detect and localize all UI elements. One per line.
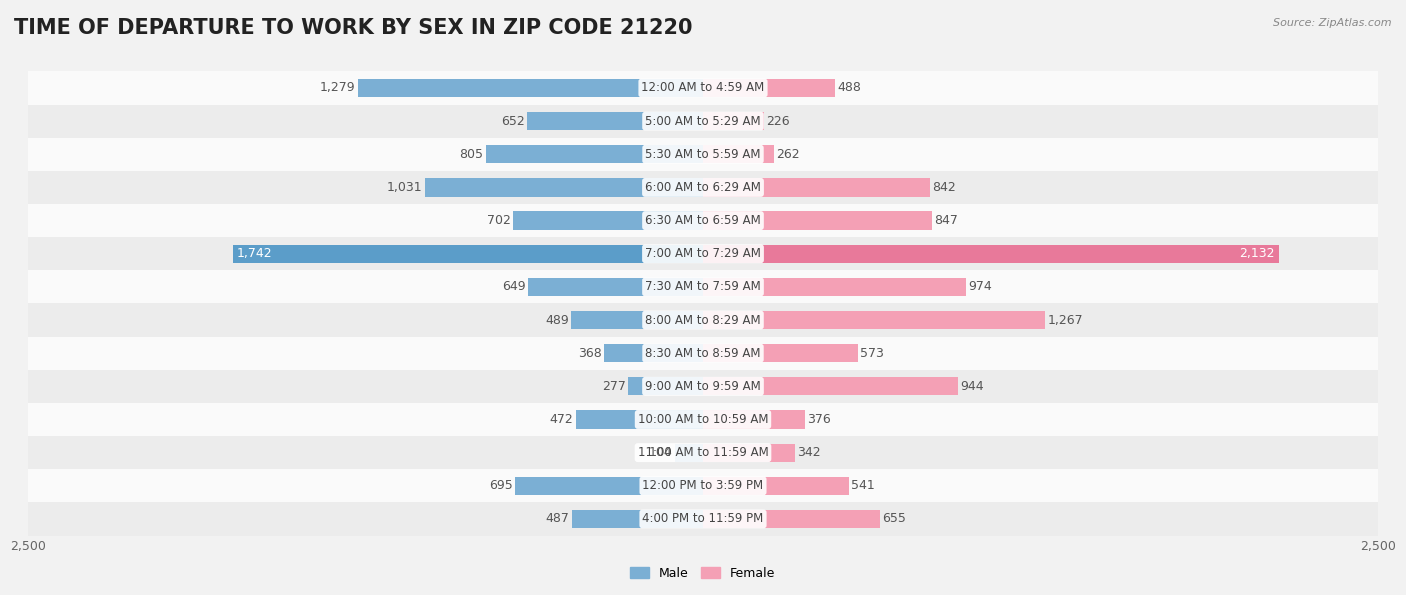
Text: 488: 488 [837,82,860,95]
Text: 649: 649 [502,280,526,293]
Text: 695: 695 [489,480,513,492]
Bar [513,211,703,230]
Text: 541: 541 [851,480,875,492]
Bar [28,303,1378,337]
Bar [571,510,703,528]
Bar [703,344,858,362]
Text: 1,031: 1,031 [387,181,423,194]
Bar [703,510,880,528]
Bar [28,436,1378,469]
Bar [516,477,703,495]
Text: 5:30 AM to 5:59 AM: 5:30 AM to 5:59 AM [645,148,761,161]
Text: 11:00 AM to 11:59 AM: 11:00 AM to 11:59 AM [638,446,768,459]
Bar [703,112,763,130]
Text: 974: 974 [969,280,991,293]
Bar [675,443,703,462]
Text: 368: 368 [578,347,602,359]
Bar [28,369,1378,403]
Text: 7:00 AM to 7:29 AM: 7:00 AM to 7:29 AM [645,248,761,260]
Text: 805: 805 [460,148,484,161]
Bar [603,344,703,362]
Bar [425,178,703,196]
Text: 472: 472 [550,413,574,426]
Bar [28,502,1378,536]
Bar [575,411,703,428]
Bar [703,278,966,296]
Bar [703,178,931,196]
Bar [28,469,1378,502]
Text: 4:00 PM to 11:59 PM: 4:00 PM to 11:59 PM [643,512,763,525]
Bar [485,145,703,164]
Bar [703,211,932,230]
Text: 6:30 AM to 6:59 AM: 6:30 AM to 6:59 AM [645,214,761,227]
Text: 376: 376 [807,413,831,426]
Bar [28,237,1378,270]
Text: 842: 842 [932,181,956,194]
Bar [28,270,1378,303]
Bar [703,443,796,462]
Text: 702: 702 [488,214,512,227]
Text: 8:30 AM to 8:59 AM: 8:30 AM to 8:59 AM [645,347,761,359]
Text: 2,132: 2,132 [1239,248,1274,260]
Text: 573: 573 [860,347,884,359]
Legend: Male, Female: Male, Female [626,562,780,585]
Text: 10:00 AM to 10:59 AM: 10:00 AM to 10:59 AM [638,413,768,426]
Text: 5:00 AM to 5:29 AM: 5:00 AM to 5:29 AM [645,115,761,127]
Text: 655: 655 [882,512,905,525]
Bar [703,311,1045,329]
Bar [233,245,703,263]
Bar [703,245,1278,263]
Bar [703,411,804,428]
Text: 487: 487 [546,512,569,525]
Bar [28,137,1378,171]
Bar [703,79,835,97]
Bar [28,403,1378,436]
Bar [703,145,773,164]
Text: 1,267: 1,267 [1047,314,1083,327]
Text: 262: 262 [776,148,800,161]
Bar [703,477,849,495]
Bar [703,377,957,396]
Text: 104: 104 [650,446,672,459]
Bar [357,79,703,97]
Text: 8:00 AM to 8:29 AM: 8:00 AM to 8:29 AM [645,314,761,327]
Bar [571,311,703,329]
Bar [527,112,703,130]
Bar [527,278,703,296]
Bar [28,105,1378,137]
Text: 1,279: 1,279 [321,82,356,95]
Text: TIME OF DEPARTURE TO WORK BY SEX IN ZIP CODE 21220: TIME OF DEPARTURE TO WORK BY SEX IN ZIP … [14,18,693,38]
Text: 944: 944 [960,380,984,393]
Text: 12:00 AM to 4:59 AM: 12:00 AM to 4:59 AM [641,82,765,95]
Bar [28,337,1378,369]
Text: 9:00 AM to 9:59 AM: 9:00 AM to 9:59 AM [645,380,761,393]
Bar [28,204,1378,237]
Text: 226: 226 [766,115,790,127]
Text: 7:30 AM to 7:59 AM: 7:30 AM to 7:59 AM [645,280,761,293]
Text: 12:00 PM to 3:59 PM: 12:00 PM to 3:59 PM [643,480,763,492]
Text: 6:00 AM to 6:29 AM: 6:00 AM to 6:29 AM [645,181,761,194]
Text: 489: 489 [546,314,569,327]
Text: 1,742: 1,742 [236,248,273,260]
Bar [28,71,1378,105]
Bar [628,377,703,396]
Text: Source: ZipAtlas.com: Source: ZipAtlas.com [1274,18,1392,28]
Text: 277: 277 [602,380,626,393]
Text: 652: 652 [501,115,524,127]
Text: 342: 342 [797,446,821,459]
Text: 847: 847 [934,214,957,227]
Bar [28,171,1378,204]
